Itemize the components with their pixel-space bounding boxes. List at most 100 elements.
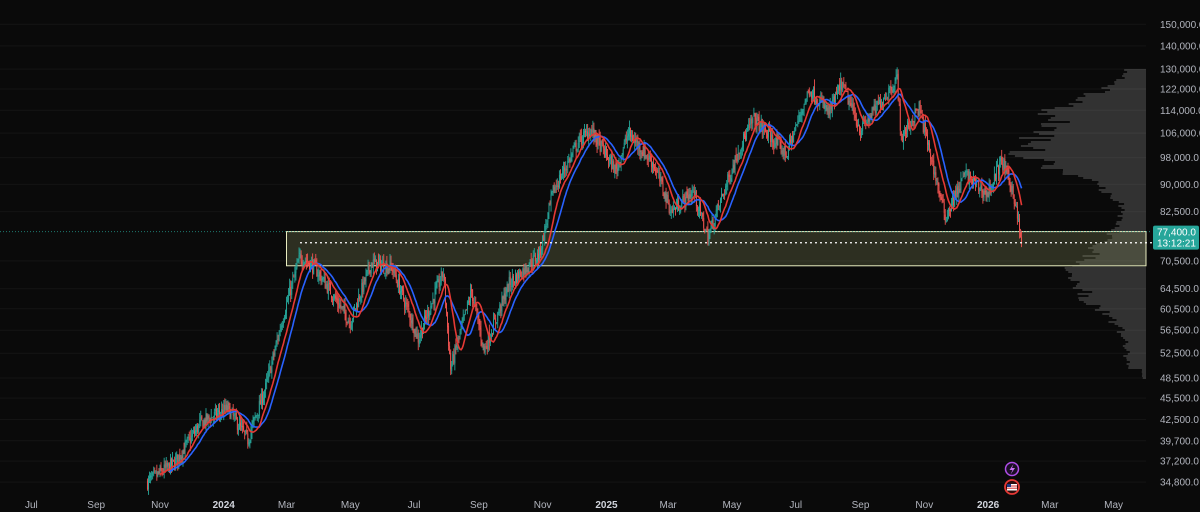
candle-body <box>452 354 454 365</box>
candle-body <box>896 74 898 78</box>
candle-body <box>611 155 613 170</box>
candle-body <box>254 416 256 418</box>
candle-body <box>308 262 309 265</box>
candle-body <box>554 186 556 193</box>
candle-body <box>288 294 290 300</box>
candle-body <box>897 73 899 101</box>
candle-body <box>402 286 404 292</box>
candle-body <box>298 254 300 262</box>
candle-body <box>163 464 165 474</box>
price-axis[interactable]: 150,000.0 140,000.0 130,000.0 122,000.0 114,… <box>1160 20 1200 489</box>
candle-body <box>702 213 704 217</box>
candle-body <box>180 456 182 461</box>
candle-body <box>371 263 373 268</box>
candle-body <box>645 155 647 158</box>
candle-body <box>293 276 295 278</box>
candle-body <box>829 104 831 115</box>
candle-body <box>685 191 687 208</box>
last-price-tag-bg <box>1153 225 1199 250</box>
y-tick-label: 42,500.0 <box>1160 415 1199 426</box>
candle-series <box>146 67 1023 495</box>
candle-body <box>281 324 283 328</box>
candle-body <box>455 344 457 348</box>
candle-body <box>495 318 497 323</box>
candle-body <box>501 296 503 312</box>
candle-body <box>958 189 960 194</box>
time-axis[interactable]: Jul Sep Nov 2024 Mar May Jul Sep Nov 2025 Mar May Ju… <box>25 500 1123 511</box>
candle-body <box>473 302 475 303</box>
candle-body <box>361 282 363 298</box>
candle-body <box>251 424 253 432</box>
candle-body <box>541 248 543 256</box>
candle-body <box>430 306 432 315</box>
candle-body <box>722 194 723 196</box>
candle-body <box>256 414 258 417</box>
candle-body <box>602 143 604 149</box>
candle-body <box>273 353 275 355</box>
candle-body <box>484 346 486 352</box>
candle-body <box>843 83 845 85</box>
candle-body <box>945 220 947 223</box>
candle-body <box>1020 230 1021 238</box>
candle-body <box>200 416 202 422</box>
candle-body <box>1012 186 1014 198</box>
candle-body <box>847 90 849 105</box>
candle-body <box>364 278 366 282</box>
candle-body <box>607 154 608 160</box>
candle-body <box>397 278 399 287</box>
candle-body <box>225 404 227 411</box>
candle-body <box>742 133 744 147</box>
candle-body <box>729 175 731 181</box>
candle-body <box>556 184 558 188</box>
us-flag-icon[interactable] <box>1004 479 1020 495</box>
candle-body <box>684 196 686 206</box>
candle-body <box>779 138 781 143</box>
candle-body <box>616 168 618 172</box>
candle-body <box>388 268 390 270</box>
candle-body <box>384 272 386 274</box>
candle-body <box>415 327 417 338</box>
candle-body <box>764 127 766 132</box>
candle-body <box>179 453 181 460</box>
support-zone[interactable] <box>286 231 1147 267</box>
candle-body <box>587 131 589 140</box>
candle-body <box>955 190 957 197</box>
event-markers[interactable] <box>1004 461 1020 495</box>
candle-body <box>159 467 161 475</box>
candle-body <box>731 172 733 178</box>
y-tick-label: 45,500.0 <box>1160 394 1199 405</box>
x-tick-label: Nov <box>915 500 933 511</box>
candle-body <box>815 101 817 103</box>
candle-body <box>888 87 890 97</box>
candle-body <box>901 135 903 142</box>
candle-body <box>404 300 406 308</box>
candle-body <box>935 172 937 181</box>
candle-body <box>939 192 941 196</box>
candle-body <box>365 273 367 282</box>
candle-body <box>884 97 886 99</box>
candle-body <box>928 142 929 145</box>
candle-body <box>442 274 444 278</box>
candle-body <box>842 82 844 90</box>
candle-body <box>503 293 505 300</box>
candle-body <box>161 470 163 474</box>
candle-body <box>568 158 570 162</box>
candle-body <box>871 107 873 119</box>
bar-countdown-label: 13:12:21 <box>1157 239 1196 250</box>
candle-body <box>942 199 944 202</box>
candle-body <box>728 174 730 177</box>
candle-body <box>375 259 377 271</box>
candle-body <box>860 133 861 135</box>
candle-body <box>746 130 748 140</box>
lightning-icon[interactable] <box>1004 461 1020 477</box>
candle-body <box>197 425 199 433</box>
candle-body <box>426 317 428 320</box>
candle-body <box>168 463 170 473</box>
candle-body <box>516 274 517 284</box>
candle-body <box>900 132 902 136</box>
candle-body <box>169 458 171 474</box>
candle-body <box>545 226 547 227</box>
candle-body <box>282 321 284 325</box>
candle-body <box>344 305 346 314</box>
